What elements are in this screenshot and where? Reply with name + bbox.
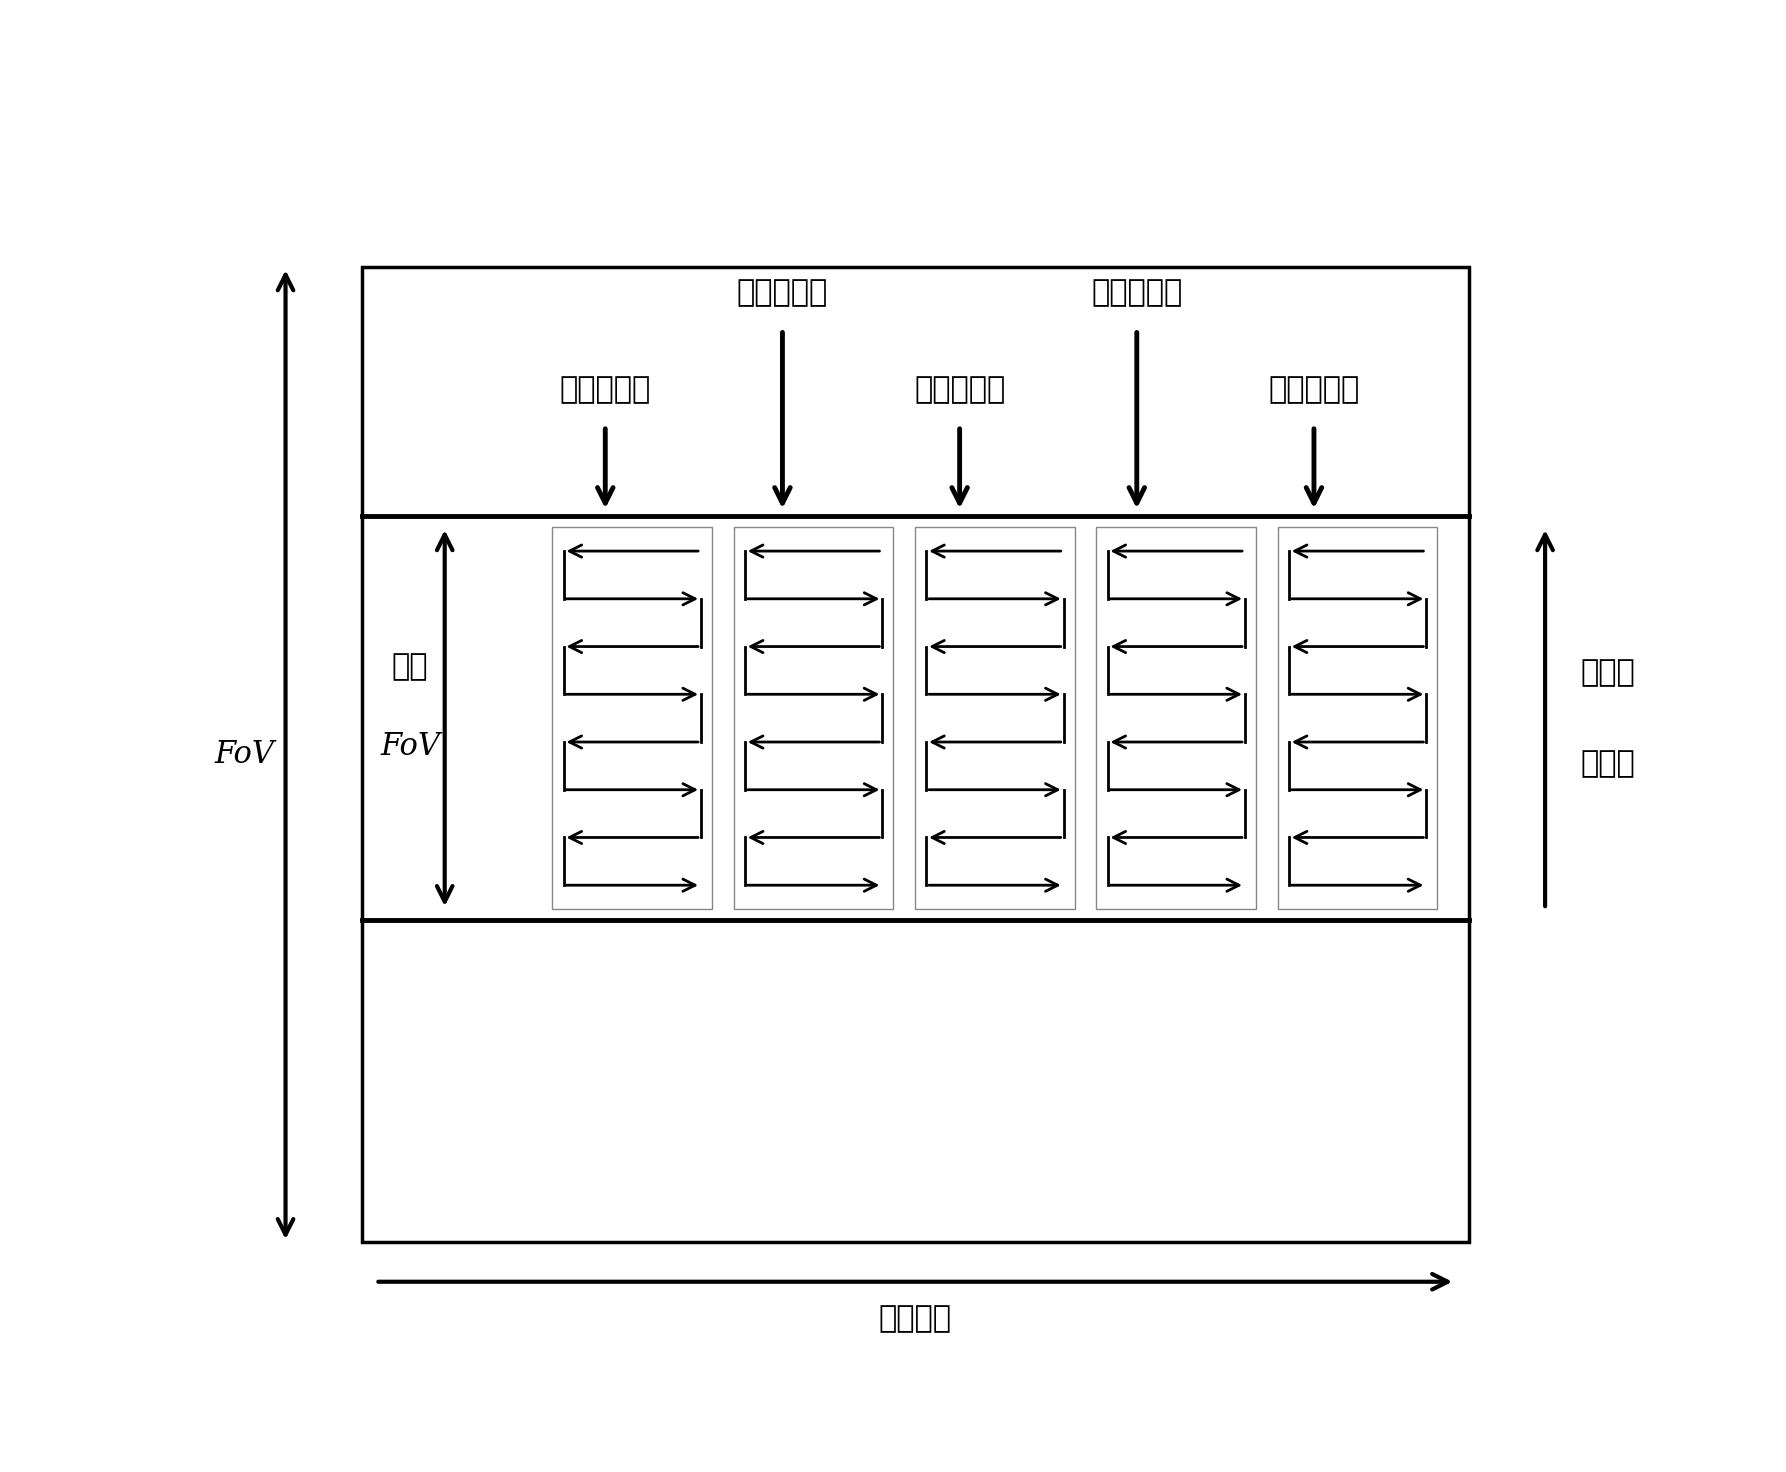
Bar [734, 527, 893, 910]
Text: 部分: 部分 [391, 652, 429, 682]
Text: 第四次激发: 第四次激发 [1091, 278, 1182, 308]
Text: 第二次激发: 第二次激发 [738, 278, 829, 308]
Bar [361, 268, 1470, 1242]
Text: 第五次激发: 第五次激发 [1268, 375, 1359, 403]
Text: 码方向: 码方向 [1581, 749, 1634, 779]
Bar [1277, 527, 1438, 910]
Text: FoV: FoV [214, 739, 273, 770]
Bar [914, 527, 1075, 910]
Text: 第三次激发: 第三次激发 [914, 375, 1006, 403]
Bar [552, 527, 713, 910]
Text: 读出方向: 读出方向 [879, 1304, 952, 1334]
Text: 相位编: 相位编 [1581, 658, 1634, 687]
Text: FoV: FoV [380, 732, 439, 762]
Text: 第一次激发: 第一次激发 [559, 375, 650, 403]
Bar [1097, 527, 1256, 910]
